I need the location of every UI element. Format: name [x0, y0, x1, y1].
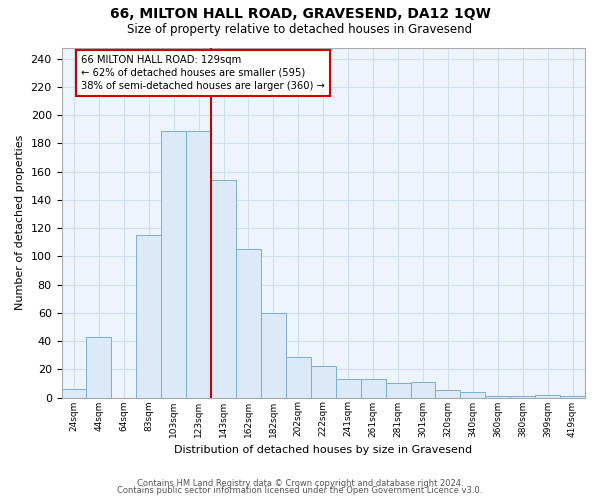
Bar [460, 392, 485, 398]
Bar [261, 313, 286, 398]
Bar [336, 379, 361, 398]
Bar [236, 250, 261, 398]
Bar [560, 396, 585, 398]
Bar [286, 356, 311, 398]
Bar [410, 382, 436, 398]
Text: Size of property relative to detached houses in Gravesend: Size of property relative to detached ho… [127, 22, 473, 36]
Bar [485, 396, 510, 398]
Text: Contains HM Land Registry data © Crown copyright and database right 2024.: Contains HM Land Registry data © Crown c… [137, 478, 463, 488]
Text: 66 MILTON HALL ROAD: 129sqm
← 62% of detached houses are smaller (595)
38% of se: 66 MILTON HALL ROAD: 129sqm ← 62% of det… [82, 54, 325, 91]
Bar [62, 389, 86, 398]
Bar [510, 396, 535, 398]
Bar [386, 384, 410, 398]
Bar [361, 379, 386, 398]
Text: 66, MILTON HALL ROAD, GRAVESEND, DA12 1QW: 66, MILTON HALL ROAD, GRAVESEND, DA12 1Q… [110, 8, 490, 22]
Bar [436, 390, 460, 398]
Bar [311, 366, 336, 398]
Bar [136, 235, 161, 398]
Bar [186, 131, 211, 398]
Bar [211, 180, 236, 398]
Bar [86, 337, 112, 398]
Y-axis label: Number of detached properties: Number of detached properties [15, 135, 25, 310]
Text: Contains public sector information licensed under the Open Government Licence v3: Contains public sector information licen… [118, 486, 482, 495]
Bar [161, 131, 186, 398]
Bar [535, 394, 560, 398]
X-axis label: Distribution of detached houses by size in Gravesend: Distribution of detached houses by size … [174, 445, 472, 455]
